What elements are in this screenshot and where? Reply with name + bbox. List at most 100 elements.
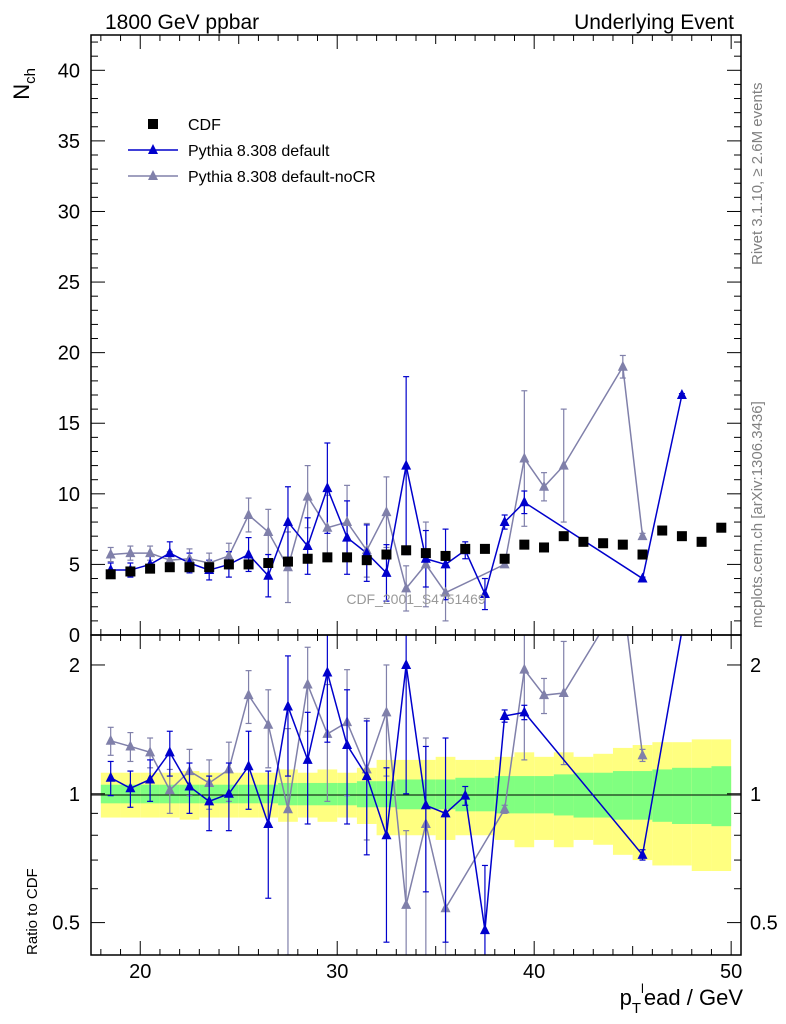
ratio-point-triangle	[519, 663, 530, 674]
x-tick-label: 30	[326, 961, 348, 983]
data-point-triangle	[342, 516, 353, 527]
ratio-band-stat	[691, 767, 712, 824]
mcplots-label: mcplots.cern.ch [arXiv:1306.3436]	[749, 401, 766, 628]
x-tick-label: 40	[523, 961, 545, 983]
ratio-y-axis-label: Ratio to CDF	[24, 868, 41, 955]
data-point-square	[657, 525, 668, 536]
data-point-triangle	[361, 547, 372, 558]
data-point-square	[401, 545, 412, 556]
ratio-series-layer	[105, 635, 687, 955]
data-point-square	[716, 522, 727, 533]
data-point-square	[617, 539, 628, 550]
legend-nocr-label: Pythia 8.308 default-noCR	[188, 169, 376, 186]
ratio-point-triangle	[381, 706, 392, 717]
data-point-square	[282, 556, 293, 567]
ratio-point-triangle	[282, 803, 293, 814]
ratio-series-line	[110, 635, 644, 911]
y-tick-label-main: 20	[58, 343, 80, 365]
main-y-axis-label: Nch	[9, 68, 39, 100]
data-point-triangle	[676, 389, 687, 399]
series-line	[110, 394, 683, 597]
data-point-triangle	[105, 548, 116, 559]
data-point-square	[125, 566, 136, 577]
data-point-triangle	[342, 531, 353, 542]
ratio-point-triangle	[282, 700, 293, 711]
y-tick-label-main: 10	[58, 484, 80, 506]
ratio-point-triangle	[223, 787, 234, 798]
ratio-band-stat	[672, 767, 692, 824]
data-point-square	[558, 531, 569, 542]
header-left-title: 1800 GeV ppbar	[105, 11, 259, 34]
legend-default-label: Pythia 8.308 default	[188, 143, 330, 160]
data-point-square	[499, 553, 510, 564]
data-point-triangle	[223, 549, 234, 560]
ratio-series-line	[110, 635, 682, 931]
data-point-triangle	[479, 588, 490, 599]
header-right-title: Underlying Event	[574, 11, 734, 34]
data-point-square	[302, 553, 313, 564]
y-tick-label-ratio-right: 1	[750, 784, 761, 806]
y-tick-label-main: 35	[58, 131, 80, 153]
data-point-square	[519, 539, 530, 550]
ratio-point-triangle	[145, 773, 156, 784]
data-point-triangle	[401, 459, 412, 470]
data-point-square	[381, 549, 392, 560]
data-point-triangle	[539, 480, 550, 491]
ratio-point-triangle	[204, 795, 215, 806]
data-point-triangle	[164, 547, 175, 558]
y-label-subscript: ch	[22, 68, 39, 84]
data-point-square	[263, 558, 274, 568]
data-point-triangle	[420, 558, 431, 569]
ratio-point-triangle	[125, 740, 136, 751]
ratio-point-triangle	[401, 658, 412, 669]
data-point-triangle	[263, 569, 274, 580]
data-point-square	[578, 536, 589, 547]
data-point-triangle	[381, 566, 392, 577]
data-point-triangle	[637, 572, 648, 583]
legend-nocr-marker	[148, 170, 158, 180]
legend-default-marker	[148, 144, 158, 154]
data-point-triangle	[125, 547, 136, 558]
data-point-triangle	[440, 586, 451, 597]
ratio-point-triangle	[519, 706, 530, 717]
y-tick-label-ratio-right: 2	[750, 655, 761, 677]
ratio-band-stat	[711, 766, 732, 827]
y-tick-label-ratio-left: 0.5	[52, 913, 80, 935]
ratio-point-triangle	[263, 718, 274, 729]
axes-layer: 20 30 40 50 0 5 10 15 20 25 30 35 40 0.5 0.5 1 1 2 2	[52, 35, 778, 983]
data-point-triangle	[302, 540, 313, 551]
ratio-point-triangle	[361, 770, 372, 781]
data-point-square	[696, 536, 707, 547]
data-point-triangle	[322, 521, 333, 532]
ratio-point-triangle	[381, 829, 392, 840]
ratio-point-triangle	[539, 689, 550, 700]
ratio-point-triangle	[440, 807, 451, 818]
x-label-subscript: T	[632, 1000, 641, 1017]
ratio-point-triangle	[263, 817, 274, 828]
data-point-square	[539, 542, 550, 553]
data-point-triangle	[145, 547, 156, 558]
data-point-triangle	[558, 459, 569, 470]
data-point-triangle	[302, 490, 313, 501]
x-label-superscript: l	[641, 981, 644, 996]
y-tick-label-ratio-right: 0.5	[750, 913, 778, 935]
data-point-triangle	[617, 360, 628, 371]
x-tick-label: 20	[129, 961, 151, 983]
y-tick-label-main: 0	[69, 625, 80, 647]
data-point-triangle	[381, 506, 392, 517]
y-tick-label-main: 5	[69, 554, 80, 576]
ratio-point-triangle	[499, 709, 510, 720]
ratio-band-stat	[652, 769, 673, 822]
ratio-point-triangle	[145, 746, 156, 757]
y-tick-label-ratio-left: 1	[69, 784, 80, 806]
ratio-point-triangle	[637, 848, 648, 859]
data-point-square	[637, 549, 648, 560]
x-axis-label: pTlead / GeV	[620, 981, 744, 1017]
data-point-triangle	[637, 530, 648, 541]
ratio-point-triangle	[499, 803, 510, 814]
ratio-point-triangle	[401, 898, 412, 909]
legend-cdf-label: CDF	[188, 117, 221, 134]
ratio-uncertainty-bands	[100, 739, 732, 872]
ratio-point-triangle	[184, 780, 195, 791]
